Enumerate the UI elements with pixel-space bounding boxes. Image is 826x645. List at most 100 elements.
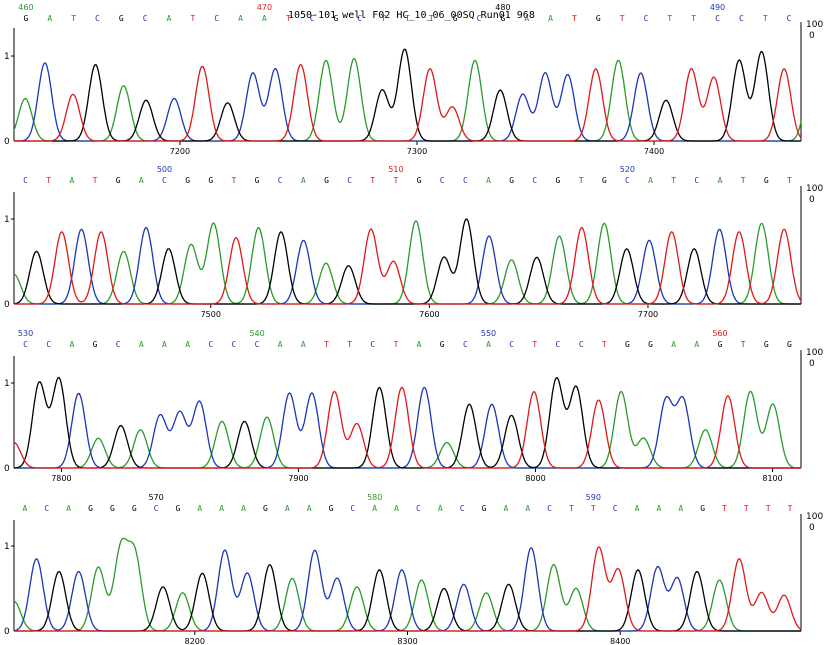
base-call: C — [440, 176, 445, 185]
base-call: G — [324, 176, 329, 185]
base-call: T — [620, 14, 625, 23]
base-call: G — [116, 176, 121, 185]
base-call: T — [347, 340, 352, 349]
base-call: A — [438, 504, 443, 513]
base-call: T — [324, 340, 329, 349]
scan-tick-label: 7200 — [170, 147, 190, 156]
base-call: T — [405, 14, 410, 23]
base-call: C — [547, 504, 552, 513]
base-call: T — [93, 176, 98, 185]
base-call: T — [741, 340, 746, 349]
trace-c — [14, 386, 801, 469]
base-call: T — [602, 340, 607, 349]
base-call: A — [262, 14, 267, 23]
base-call: A — [23, 504, 28, 513]
right-tick-label: 0 — [809, 359, 815, 369]
base-call: A — [678, 504, 683, 513]
left-tick-label: 0 — [4, 464, 10, 474]
trace-panel-3: 530 540 550 560 C C A G C A A A C C C A A T T C T A G C A C T C C T G G… — [4, 329, 823, 483]
right-tick-label: 0 — [809, 31, 815, 41]
base-call: A — [694, 340, 699, 349]
base-call: G — [764, 176, 769, 185]
base-call: A — [197, 504, 202, 513]
trace-c — [13, 547, 801, 632]
left-tick-label: 1 — [4, 52, 10, 62]
position-label: 510 — [388, 165, 403, 174]
base-call: T — [788, 504, 793, 513]
base-call: G — [88, 504, 93, 513]
base-call: C — [787, 14, 792, 23]
trace-t — [14, 63, 802, 142]
base-call: G — [119, 14, 124, 23]
scan-tick-label: 8300 — [397, 637, 417, 645]
base-call: A — [167, 14, 172, 23]
base-call: C — [644, 14, 649, 23]
trace-g — [14, 48, 801, 142]
base-call: A — [417, 340, 422, 349]
scan-tick-label: 7700 — [638, 310, 658, 319]
base-call: A — [241, 504, 246, 513]
base-call: G — [648, 340, 653, 349]
base-call: A — [162, 340, 167, 349]
position-label: 500 — [157, 165, 172, 174]
base-call: G — [255, 176, 260, 185]
base-call: A — [648, 176, 653, 185]
trace-panel-2: 500 510 520 C T A T G A C G G T G C A G C T T G C C A G C G T G C A T C A… — [4, 165, 823, 319]
base-call: A — [486, 340, 491, 349]
base-call: C — [347, 176, 352, 185]
base-call: T — [787, 176, 792, 185]
base-call: G — [718, 340, 723, 349]
base-call: C — [116, 340, 121, 349]
left-tick-label: 1 — [4, 542, 10, 552]
base-call: A — [47, 14, 52, 23]
base-call: C — [416, 504, 421, 513]
base-call: T — [579, 176, 584, 185]
base-call: T — [569, 504, 574, 513]
right-tick-label: 100 — [806, 20, 823, 30]
base-call: A — [66, 504, 71, 513]
base-call: T — [394, 340, 399, 349]
base-call: C — [310, 14, 315, 23]
base-call: A — [525, 504, 530, 513]
base-call: T — [766, 504, 771, 513]
base-call: C — [95, 14, 100, 23]
base-call: G — [334, 14, 339, 23]
base-call: G — [176, 504, 181, 513]
base-call: G — [185, 176, 190, 185]
base-call: A — [139, 340, 144, 349]
base-call: T — [671, 176, 676, 185]
position-label: 570 — [148, 493, 163, 502]
base-call: C — [509, 340, 514, 349]
scan-tick-label: 7300 — [407, 147, 427, 156]
base-call: T — [429, 14, 434, 23]
base-call: C — [715, 14, 720, 23]
base-call: C — [579, 340, 584, 349]
base-call: C — [460, 504, 465, 513]
base-call: C — [532, 176, 537, 185]
trace-panel-1: 460 470 480 490 G A T C G C A T C A A T C G C T T T G C G A A T G T C T… — [4, 3, 823, 156]
position-label: 480 — [495, 3, 510, 12]
base-call: T — [591, 504, 596, 513]
position-label: 460 — [18, 3, 33, 12]
base-call: C — [214, 14, 219, 23]
right-tick-label: 100 — [806, 512, 823, 522]
base-call: C — [739, 14, 744, 23]
trace-t — [14, 546, 802, 632]
left-tick-label: 0 — [4, 137, 10, 147]
base-call: C — [162, 176, 167, 185]
position-label: 470 — [257, 3, 272, 12]
base-call: A — [139, 176, 144, 185]
base-call: T — [741, 176, 746, 185]
base-call: C — [208, 340, 213, 349]
base-call: G — [208, 176, 213, 185]
base-call: A — [185, 340, 190, 349]
base-call: C — [625, 176, 630, 185]
scan-tick-label: 7900 — [288, 474, 308, 483]
base-call: A — [278, 340, 283, 349]
base-call: G — [700, 504, 705, 513]
base-call: A — [285, 504, 290, 513]
base-call: C — [463, 340, 468, 349]
base-call: T — [667, 14, 672, 23]
scan-tick-label: 7800 — [51, 474, 71, 483]
